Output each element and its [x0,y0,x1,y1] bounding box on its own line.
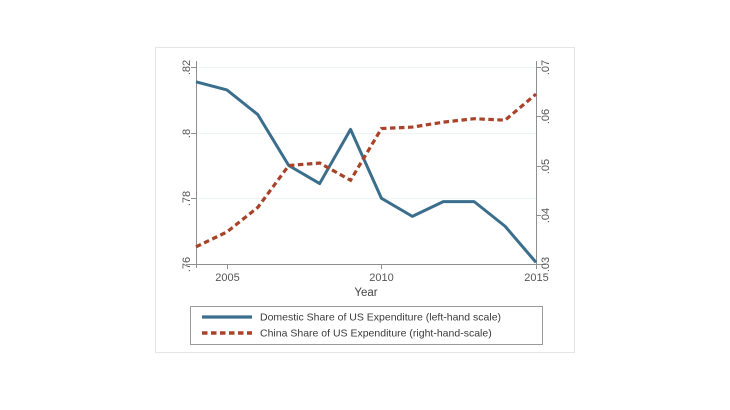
y-right-tick-label: .07 [540,60,552,75]
legend-label: China Share of US Expenditure (right-han… [260,327,492,339]
series-lines [195,80,538,264]
y-right-ticks: .07 .06 .05 .04 .03 [536,60,552,272]
y-left-tick-label: .82 [181,60,193,75]
y-left-ticks: .82 .8 .78 .76 [181,60,196,272]
y-right-tick-label: .06 [540,109,552,124]
chart-figure: .82 .8 .78 .76 .07 .06 .05 .04 .03 2005 2010 2015… [155,47,575,353]
x-ticks: 2005 2010 2015 [215,264,549,284]
chart-legend: Domestic Share of US Expenditure (left-h… [190,306,543,345]
y-right-tick-label: .05 [540,159,552,174]
legend-border [190,306,543,345]
series-line-domestic [195,80,538,264]
plot-wrapper: .82 .8 .78 .76 .07 .06 .05 .04 .03 2005 2010 2015… [156,48,574,352]
x-axis-title: Year [354,287,377,299]
legend-label: Domestic Share of US Expenditure (left-h… [260,311,501,323]
y-right-tick-label: .03 [540,257,552,272]
y-left-tick-label: .76 [181,257,193,272]
x-tick-label: 2010 [369,272,393,284]
y-left-tick-label: .8 [181,129,193,138]
x-tick-label: 2005 [215,272,239,284]
x-tick-label: 2015 [524,272,548,284]
y-left-tick-label: .78 [181,191,193,206]
y-right-tick-label: .04 [540,208,552,223]
series-line-china [195,92,538,249]
line-chart-svg: .82 .8 .78 .76 .07 .06 .05 .04 .03 2005 2010 2015… [181,60,552,345]
